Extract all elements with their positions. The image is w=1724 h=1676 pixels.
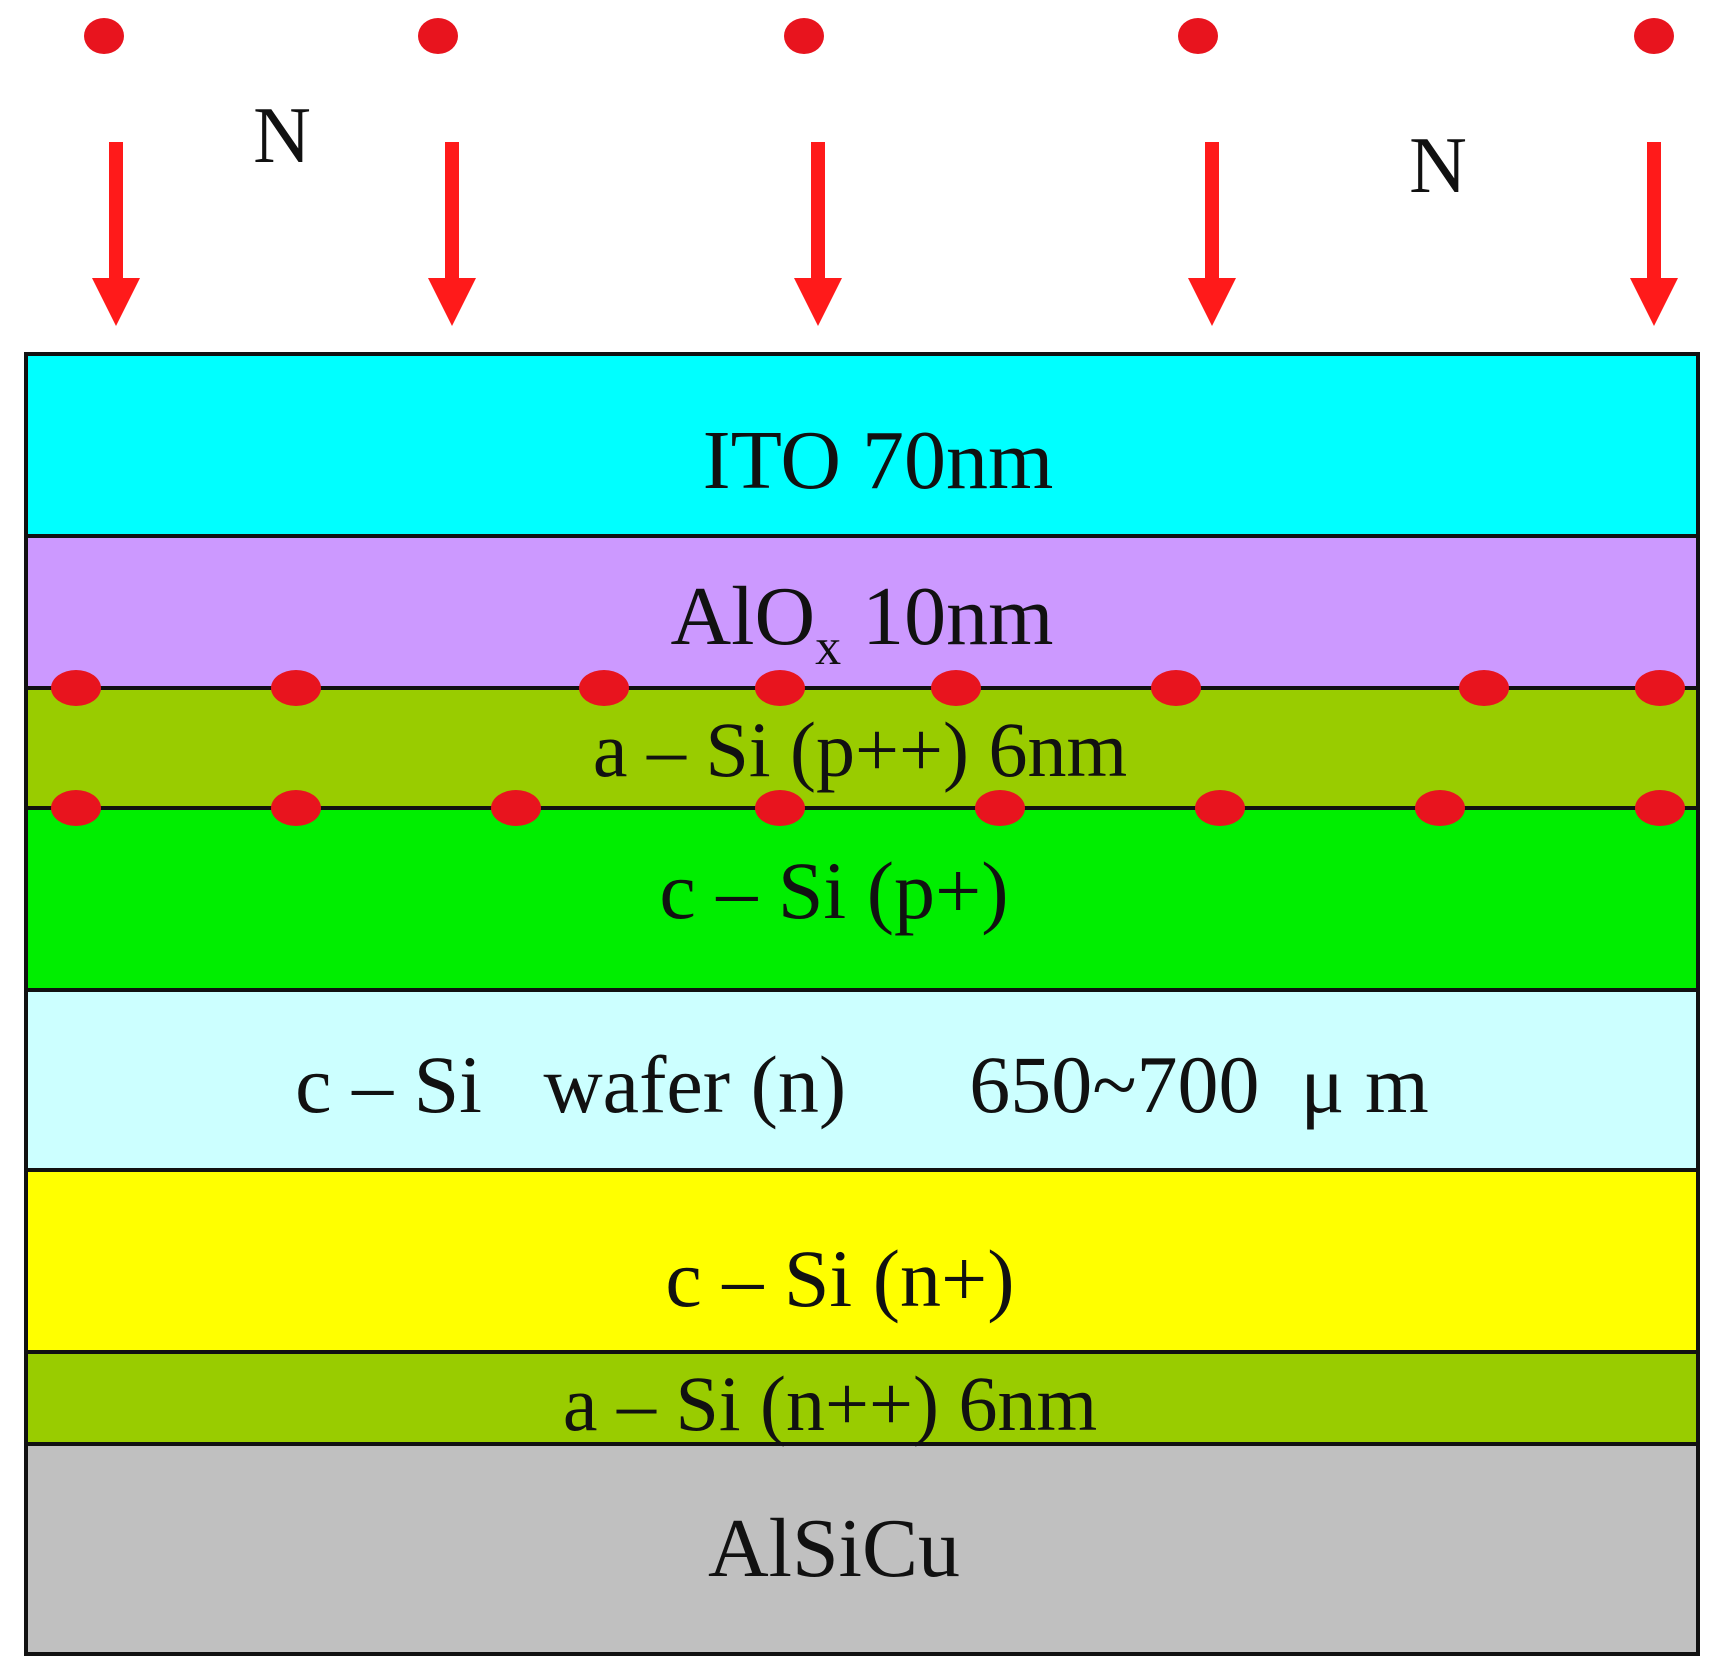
layer-label-alox: AlOx 10nm (670, 570, 1053, 676)
down-arrow-icon (428, 142, 476, 326)
interface-atom (51, 790, 101, 826)
layer-label-alsicu: AlSiCu (708, 1502, 960, 1595)
incoming-label-n: N (253, 92, 311, 180)
interface-atom (1635, 670, 1685, 706)
interface-atom (1195, 790, 1245, 826)
incoming-arrows (92, 142, 1678, 326)
interface-atoms-bottom (51, 790, 1685, 826)
interface-atom (491, 790, 541, 826)
layer-label-ito: ITO 70nm (703, 414, 1054, 507)
incoming-atom (784, 18, 824, 54)
layer-label-a-si-n: a – Si (n++) 6nm (563, 1360, 1097, 1447)
interface-atom (1459, 670, 1509, 706)
layer-c-si-n (24, 1168, 1700, 1354)
interface-atom (1151, 670, 1201, 706)
interface-atom (271, 670, 321, 706)
layer-a-si-n (24, 1350, 1700, 1446)
down-arrow-icon (794, 142, 842, 326)
interface-atom (1415, 790, 1465, 826)
interface-atom (755, 670, 805, 706)
interface-atom (755, 790, 805, 826)
layer-label-alox-main: AlO (670, 570, 815, 663)
down-arrow-icon (1630, 142, 1678, 326)
interface-atom (271, 790, 321, 826)
incoming-atoms (84, 18, 1674, 54)
incoming-atom (1634, 18, 1674, 54)
incoming-label-n: N (1409, 122, 1467, 210)
interface-atom (975, 790, 1025, 826)
incoming-atom (1178, 18, 1218, 54)
down-arrow-icon (92, 142, 140, 326)
interface-atom (579, 670, 629, 706)
interface-atom (931, 670, 981, 706)
layer-stack (24, 352, 1700, 1656)
layer-label-alox-thickness: 10nm (841, 570, 1053, 663)
incoming-atom (84, 18, 124, 54)
layer-label-alox-subscript: x (815, 619, 841, 676)
interface-atom (1635, 790, 1685, 826)
layer-label-a-si-p: a – Si (p++) 6nm (593, 706, 1127, 793)
layer-label-c-si-n: c – Si (n+) (665, 1233, 1014, 1324)
down-arrow-icon (1188, 142, 1236, 326)
incoming-atom (418, 18, 458, 54)
layer-alsicu (24, 1442, 1700, 1656)
layer-label-wafer: c – Si wafer (n) 650~700 μ m (295, 1039, 1429, 1130)
layer-label-c-si-p: c – Si (p+) (659, 845, 1008, 936)
interface-atom (51, 670, 101, 706)
layer-wafer (24, 988, 1700, 1172)
interface-atoms-top (51, 670, 1685, 706)
